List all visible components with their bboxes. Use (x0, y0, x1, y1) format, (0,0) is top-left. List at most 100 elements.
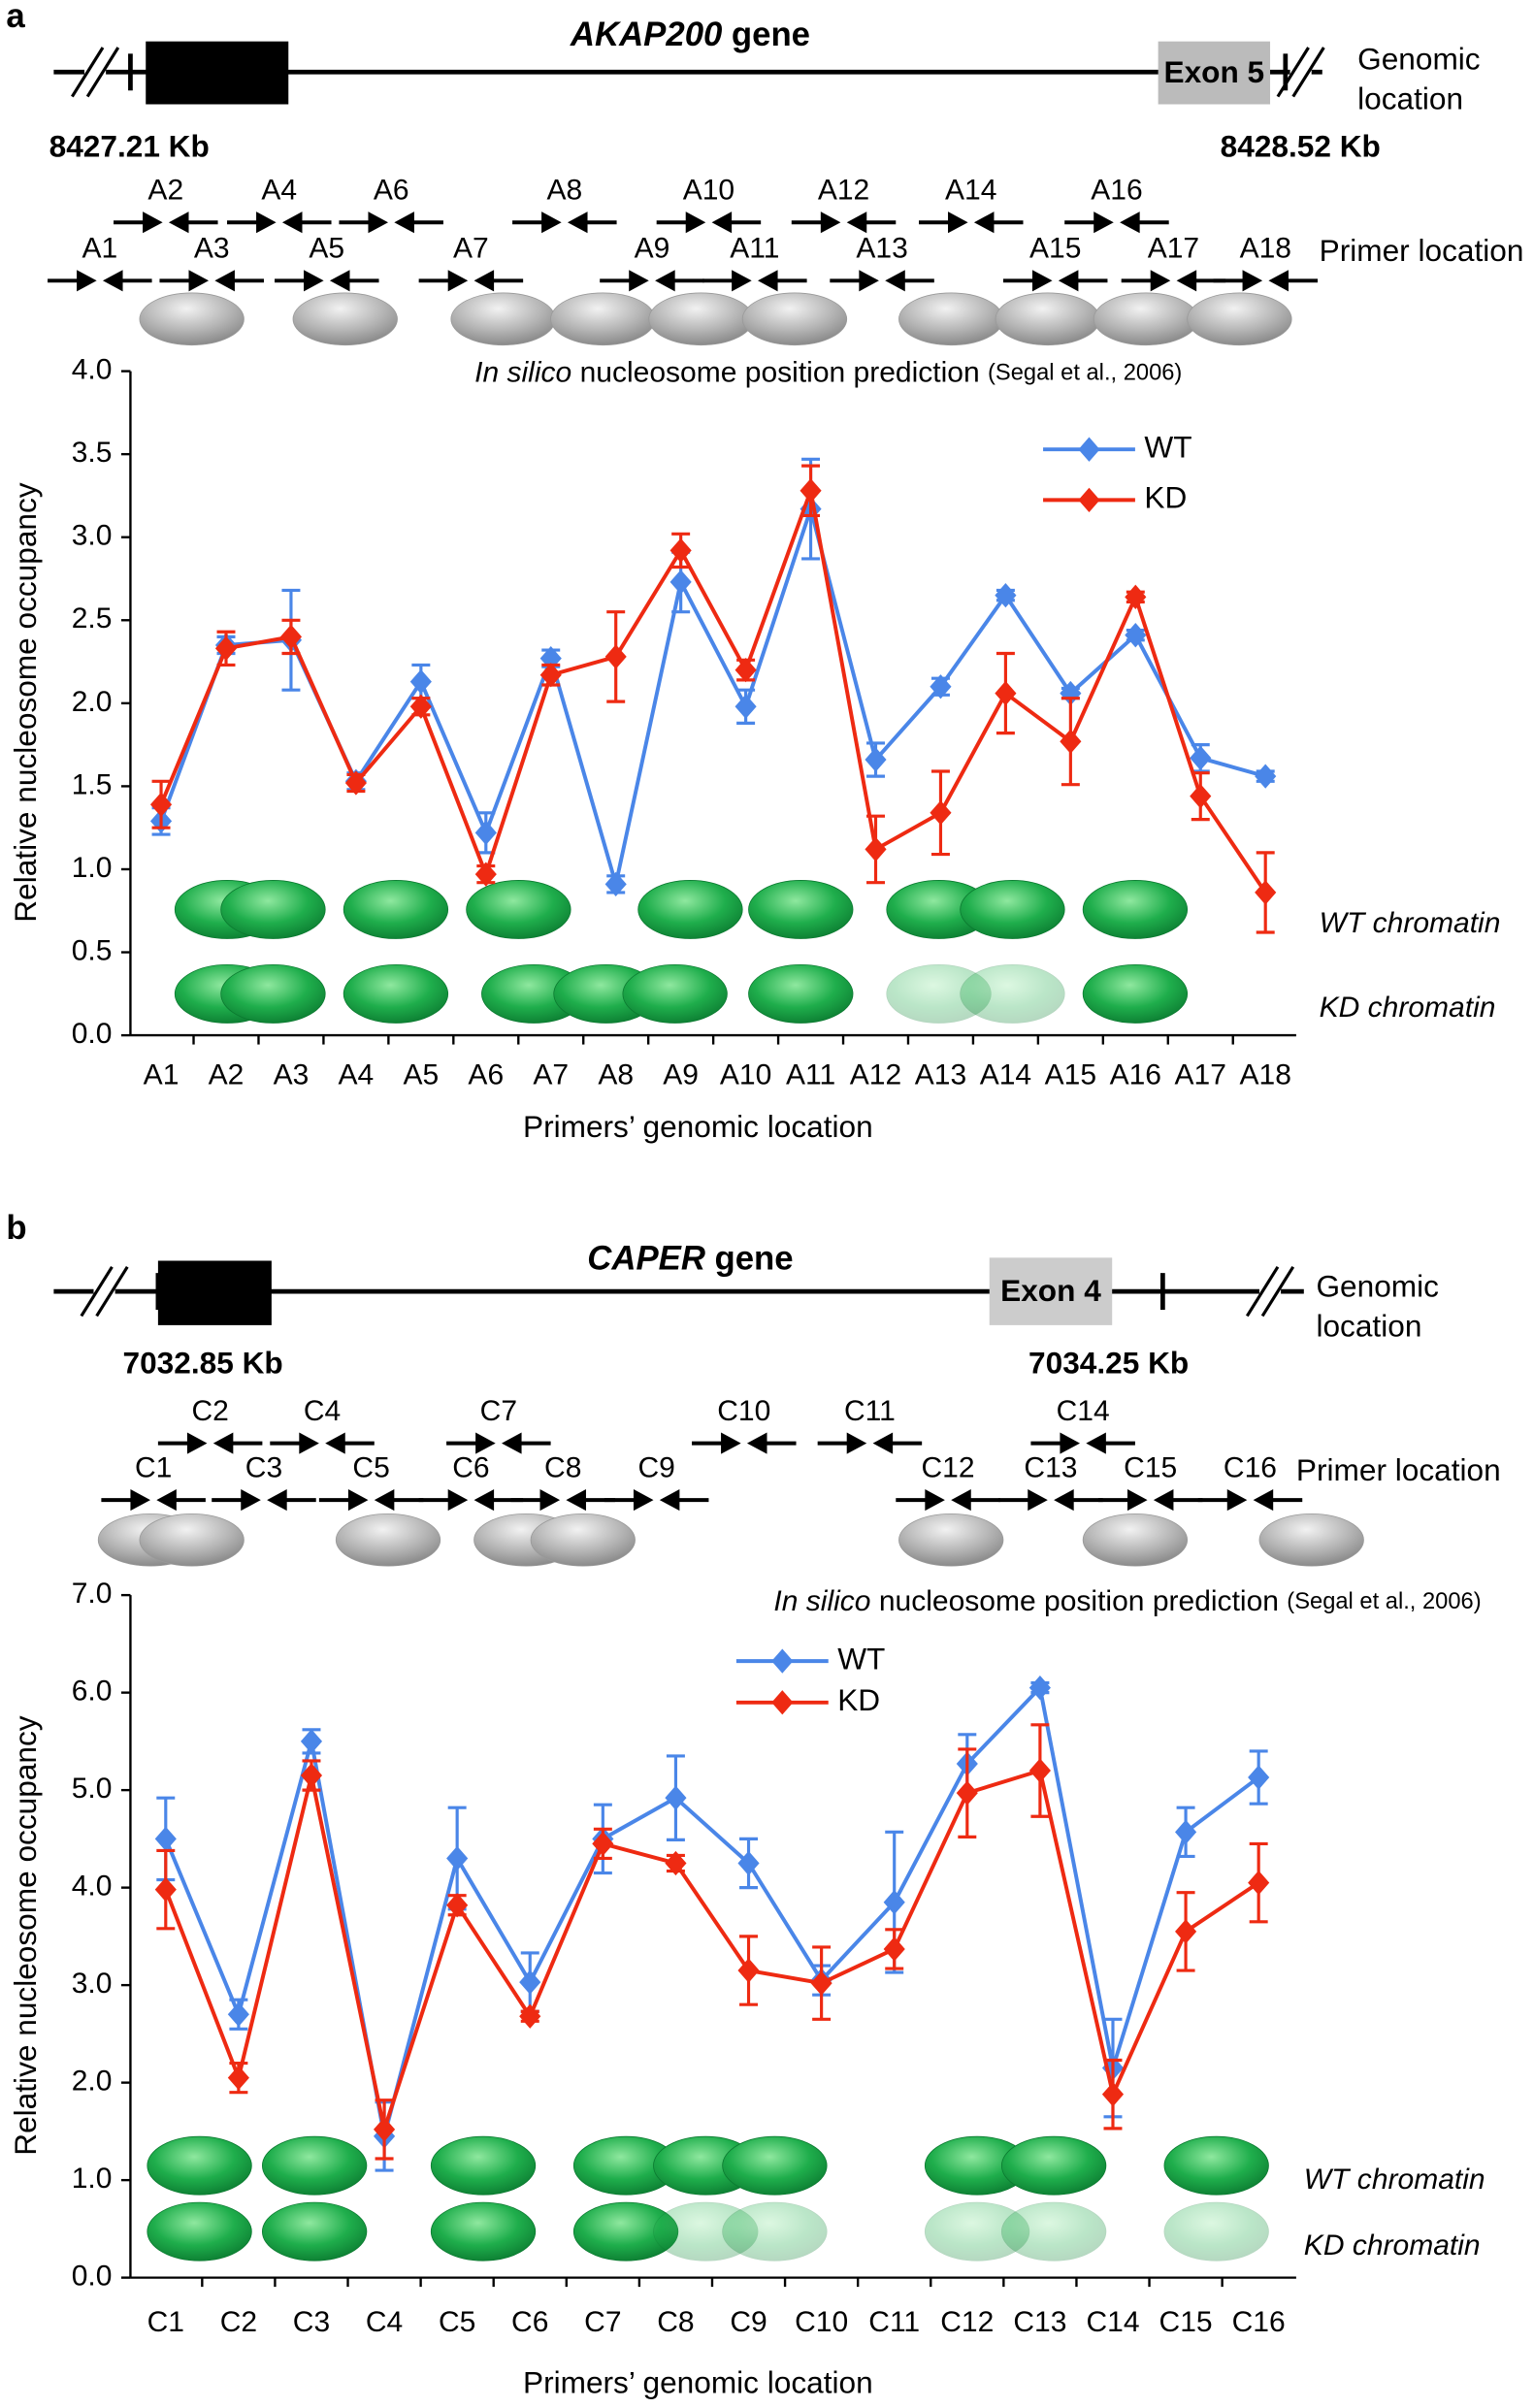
data-point (214, 635, 238, 662)
data-point (409, 694, 432, 719)
x-tick-label: A15 (1045, 1059, 1096, 1091)
predicted-nucleosome (741, 292, 848, 346)
chromatin-nucleosome (147, 2135, 252, 2196)
primer-arrow-head (77, 270, 97, 292)
legend-marker (771, 1648, 794, 1674)
data-point (1248, 1765, 1270, 1790)
gene-title: AKAP200 gene (570, 16, 810, 53)
break-mark (71, 47, 105, 98)
primer-arrow-head (156, 1489, 177, 1512)
chromatin-nucleosome (748, 963, 854, 1024)
primer-arrow-head (102, 270, 123, 292)
primer-label: A6 (374, 175, 409, 207)
primer-label: A13 (856, 233, 907, 265)
chromatin-nucleosome (261, 2135, 368, 2196)
x-tick-label: A1 (144, 1059, 180, 1091)
data-point (1028, 1675, 1051, 1701)
exon-label: Exon 4 (1000, 1273, 1101, 1308)
y-tick-label: 1.5 (72, 768, 113, 800)
predicted-nucleosome (550, 292, 656, 346)
primer-label: C2 (191, 1395, 228, 1427)
y-axis-title: Relative nucleosome occupancy (8, 482, 43, 923)
x-tick-label: C12 (940, 2306, 994, 2338)
predicted-nucleosome (648, 292, 754, 346)
primer-label: C3 (245, 1451, 282, 1483)
primer-arrow-head (267, 1489, 287, 1512)
primer-arrow-head (872, 1432, 894, 1454)
primer-arrow-head (746, 1432, 767, 1454)
coordinate: 7032.85 Kb (123, 1345, 283, 1380)
primer-location-label: Primer location (1320, 233, 1524, 268)
data-point (519, 2003, 541, 2029)
primer-label: C8 (544, 1451, 581, 1483)
prediction-ref: (Segal et al., 2006) (988, 361, 1182, 386)
primer-arrow-head (659, 1489, 680, 1512)
primer-arrow-head (1120, 212, 1140, 234)
primer-arrow-head (567, 212, 588, 234)
data-point (446, 1845, 469, 1871)
chromatin-label: KD chromatin (1320, 992, 1496, 1024)
primer-arrow-head (473, 1489, 495, 1512)
data-point (1125, 584, 1147, 609)
primer-arrow-head (1226, 1489, 1248, 1512)
chromatin-nucleosome (220, 880, 326, 939)
break-mark (85, 47, 120, 98)
y-tick-label: 4.0 (72, 1871, 113, 1903)
data-point (669, 569, 692, 595)
primer-label: A9 (635, 233, 670, 265)
data-point (539, 663, 562, 688)
primer-arrow-head (329, 270, 350, 292)
predicted-nucleosome (292, 292, 398, 346)
primer-arrow-head (1268, 270, 1289, 292)
primer-arrow-head (1031, 270, 1053, 292)
primer-label: A5 (309, 233, 344, 265)
predicted-nucleosome (898, 1513, 1004, 1567)
primer-arrow-head (256, 212, 277, 234)
primer-label: A17 (1148, 233, 1199, 265)
x-tick-label: A18 (1239, 1059, 1290, 1091)
exon-label: Exon 3 (165, 1275, 266, 1310)
x-tick-label: C15 (1159, 2306, 1213, 2338)
primer-label: A12 (818, 175, 869, 207)
primer-label: C9 (637, 1451, 674, 1483)
exon (1158, 41, 1271, 105)
panel-letter: b (6, 1210, 26, 1247)
x-tick-label: C14 (1086, 2306, 1139, 2338)
primer-arrow-head (1176, 270, 1197, 292)
x-tick-label: C8 (657, 2306, 694, 2338)
prediction-label: In silico nucleosome position prediction… (474, 357, 1182, 389)
y-tick-label: 3.5 (72, 437, 113, 469)
break-mark (80, 1265, 114, 1318)
primer-arrow-head (1093, 212, 1114, 234)
exon-label: Exon 4 (167, 54, 268, 89)
break-mark (95, 1265, 129, 1318)
y-tick-label: 7.0 (72, 1578, 113, 1610)
series-line (163, 1683, 1260, 2137)
chromatin-nucleosome (722, 2201, 828, 2262)
y-tick-label: 5.0 (72, 1773, 113, 1805)
x-tick-label: C3 (293, 2306, 330, 2338)
y-tick-label: 0.0 (72, 2261, 113, 2293)
x-tick-label: C2 (220, 2306, 257, 2338)
predicted-nucleosome (335, 1513, 441, 1567)
chromatin-nucleosome (220, 963, 326, 1024)
data-point (669, 537, 692, 564)
data-point (930, 800, 952, 826)
data-point (883, 1936, 905, 1962)
primer-arrow-head (394, 212, 414, 234)
data-point (474, 820, 497, 845)
data-point (300, 1729, 323, 1754)
y-tick-label: 4.0 (72, 354, 113, 386)
primer-label: A18 (1240, 233, 1291, 265)
primer-arrow-head (629, 270, 649, 292)
predicted-nucleosome (1258, 1513, 1364, 1567)
data-point (930, 674, 952, 700)
x-tick-label: A17 (1175, 1059, 1226, 1091)
primer-arrow-head (143, 212, 163, 234)
chromatin-label: WT chromatin (1304, 2164, 1485, 2196)
x-tick-label: C7 (584, 2306, 621, 2338)
primer-arrow-head (539, 1489, 561, 1512)
primer-arrow-head (168, 212, 189, 234)
primer-arrow-head (1086, 1432, 1106, 1454)
y-tick-label: 0.0 (72, 1018, 113, 1050)
